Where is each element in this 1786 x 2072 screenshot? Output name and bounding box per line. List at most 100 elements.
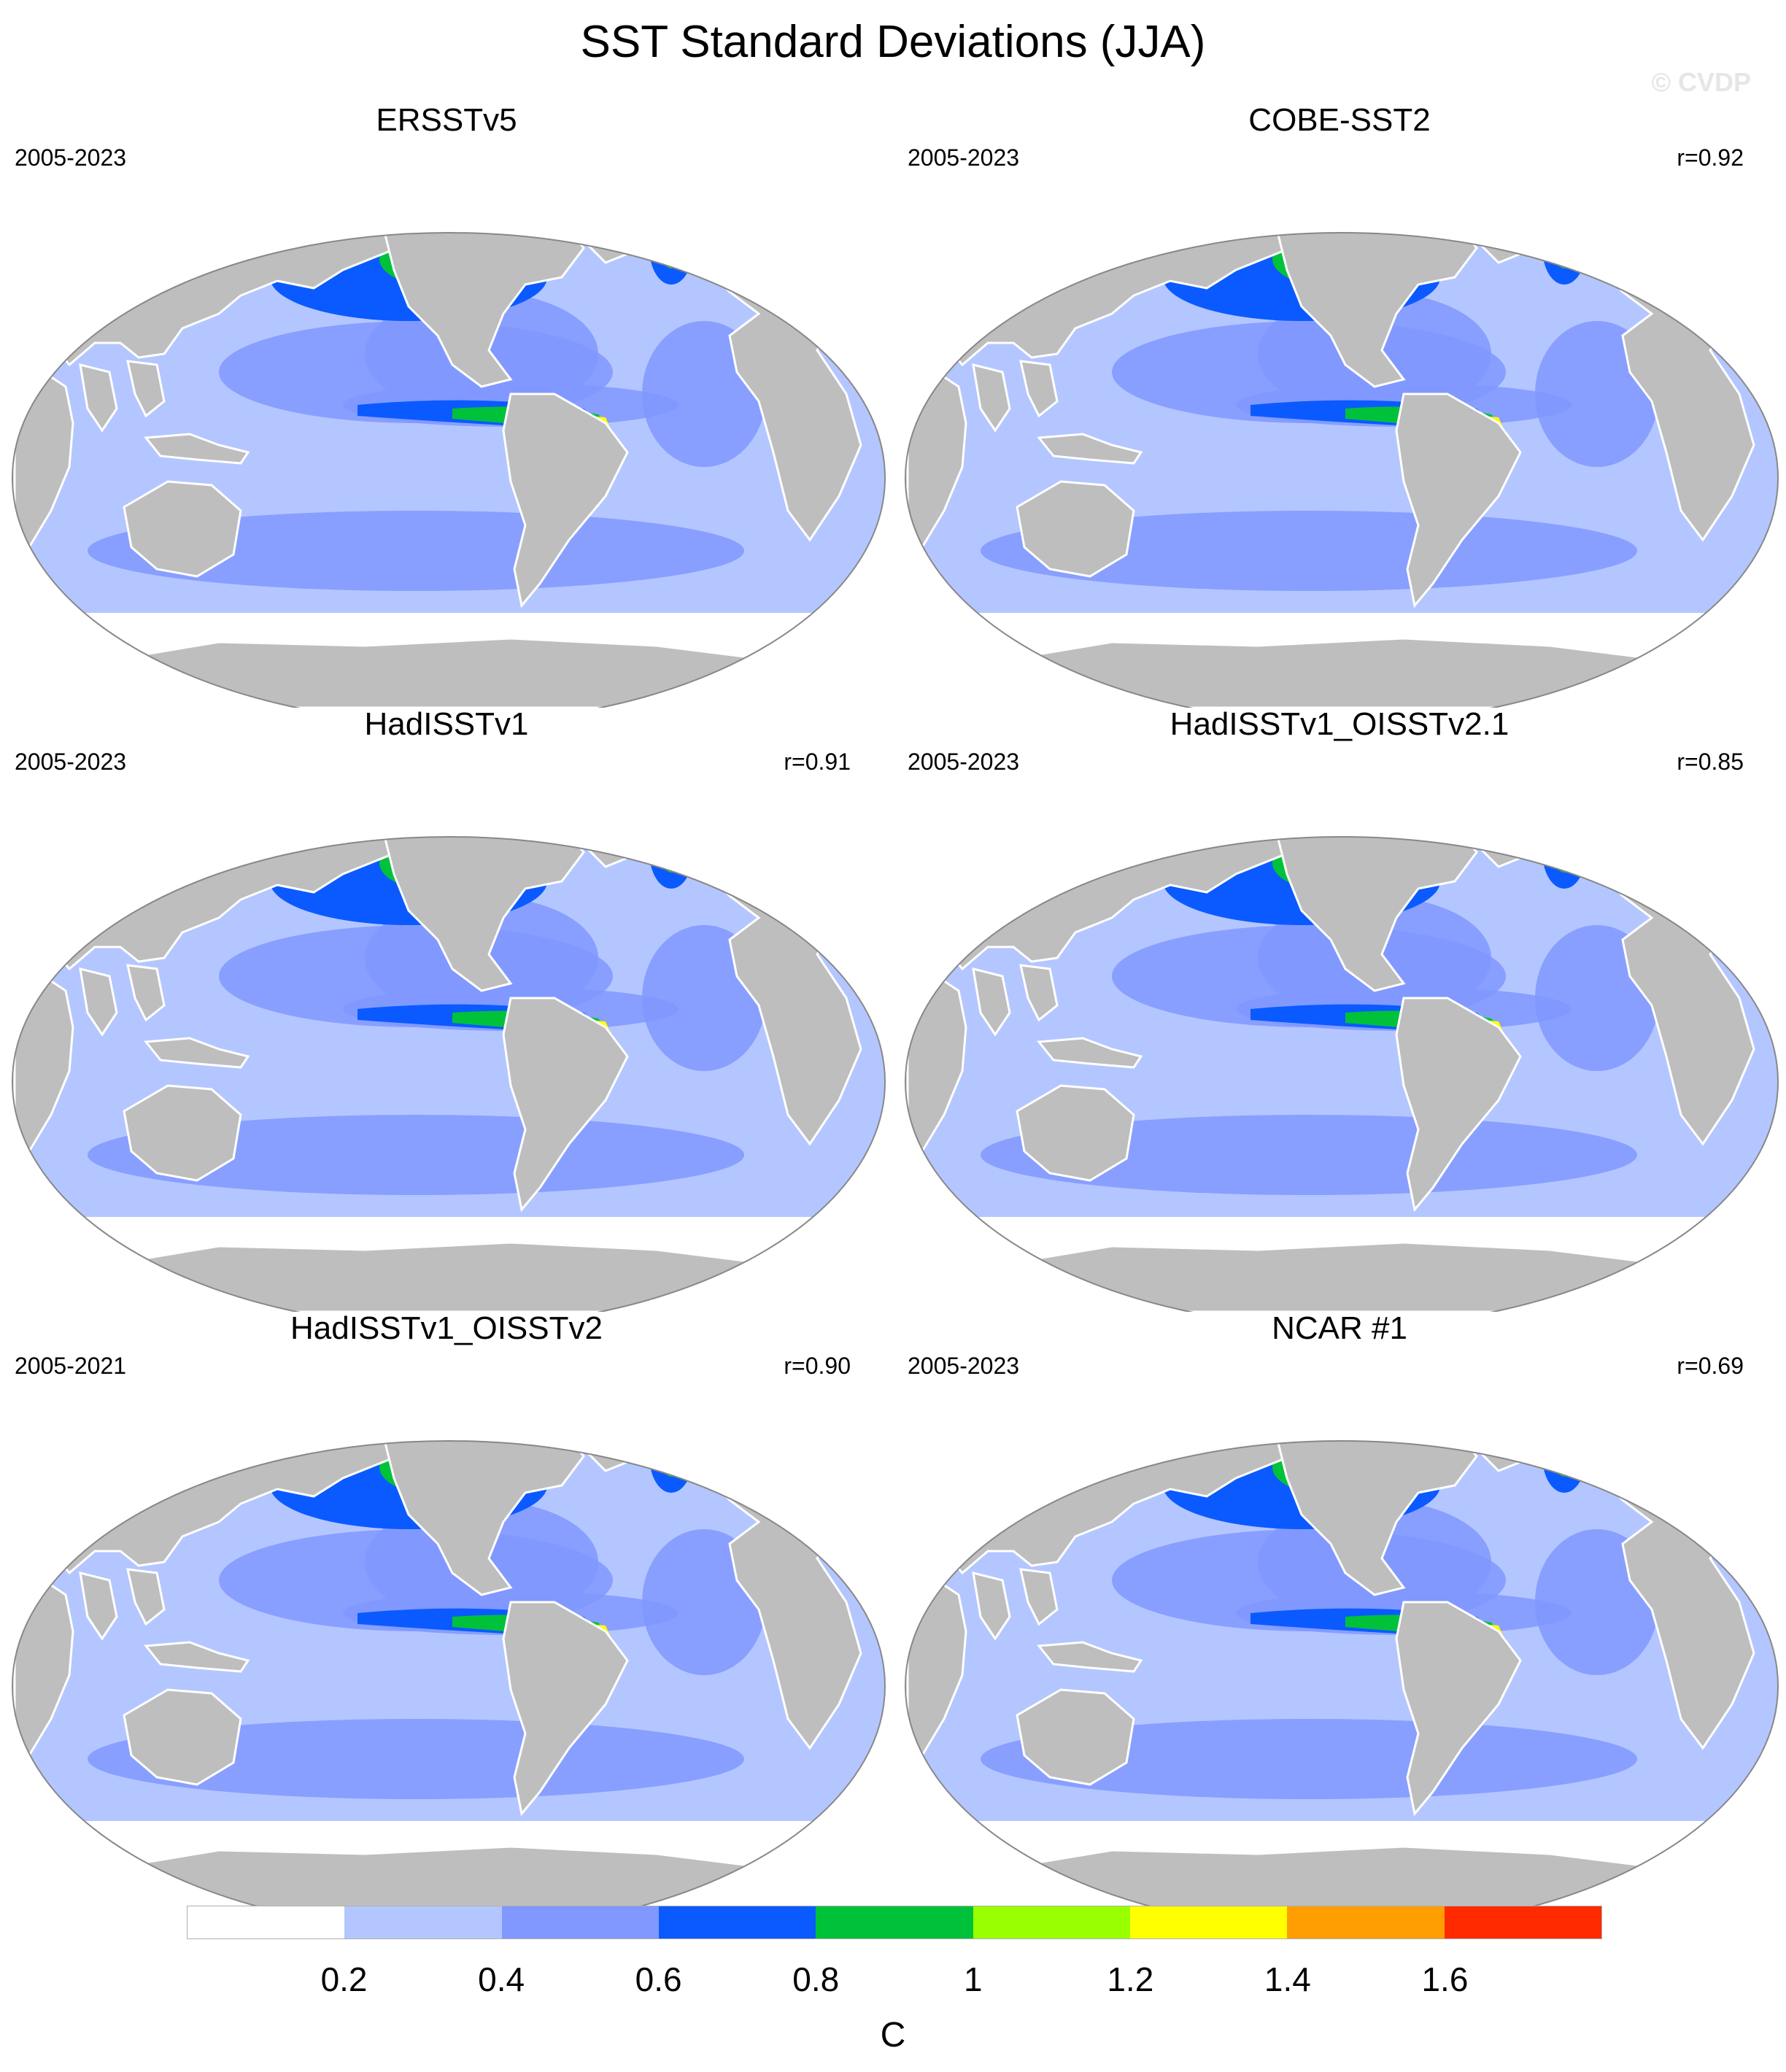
antarctica-landmass xyxy=(84,1241,806,1312)
colorbar-tick-label: 1 xyxy=(963,1960,983,1998)
indonesia-islands xyxy=(144,1641,250,1673)
arctic-marginal-variability xyxy=(1039,186,1331,204)
india-landmass xyxy=(79,363,118,433)
north-atlantic-peak xyxy=(1553,837,1575,873)
north-atlantic-peak xyxy=(1553,233,1575,268)
variability-region xyxy=(981,1115,1637,1195)
north-atlantic-peak xyxy=(660,1441,682,1477)
arctic-marginal-variability xyxy=(1039,1394,1331,1412)
north-atlantic-peak xyxy=(660,837,682,873)
north-atlantic-high-variability xyxy=(1542,1441,1586,1493)
panel-years: 2005-2023 xyxy=(15,749,127,775)
panel-title: HadISSTv1 xyxy=(364,706,529,742)
north-america-landmass xyxy=(378,1441,585,1596)
colorbar-tick-label: 0.8 xyxy=(792,1960,840,1998)
map-panel-hadisstv1-oisstv2: HadISSTv1_OISSTv2 2005-2021 r=0.90 xyxy=(0,1310,893,1916)
australia-landmass xyxy=(123,1084,242,1182)
panel-correlation: r=0.69 xyxy=(1677,1353,1744,1379)
north-america-landmass xyxy=(378,233,585,388)
india-landmass xyxy=(972,967,1011,1037)
antarctica-landmass xyxy=(84,637,806,708)
figure-title: SST Standard Deviations (JJA) xyxy=(580,17,1206,67)
panel-years: 2005-2023 xyxy=(908,1353,1020,1379)
panel-title: HadISSTv1_OISSTv2 xyxy=(290,1310,603,1346)
india-landmass xyxy=(972,1571,1011,1641)
indochina-landmass xyxy=(1019,360,1059,418)
colorbar-swatch xyxy=(973,1906,1130,1938)
south-america-landmass xyxy=(502,1601,629,1817)
india-landmass xyxy=(972,363,1011,433)
india-landmass xyxy=(79,1571,118,1641)
colorbar-swatch xyxy=(501,1906,659,1938)
map-content xyxy=(12,790,885,1312)
colorbar-swatch xyxy=(1444,1906,1601,1938)
australia-landmass xyxy=(1016,1688,1135,1786)
arctic-marginal-variability xyxy=(1039,790,1331,808)
colorbar-tick-label: 1.2 xyxy=(1107,1960,1154,1998)
panel-correlation: r=0.90 xyxy=(784,1353,851,1379)
map-panel-hadisstv1-oisstv2-1: HadISSTv1_OISSTv2.1 2005-2023 r=0.85 xyxy=(893,706,1786,1312)
arctic-marginal-variability xyxy=(146,186,438,204)
colorbar xyxy=(187,1906,1602,1939)
indonesia-islands xyxy=(144,1037,250,1069)
map-frame xyxy=(12,836,886,1312)
cvdp-watermark: © CVDP xyxy=(1651,67,1751,97)
colorbar-swatch xyxy=(1129,1906,1288,1938)
map-frame xyxy=(12,232,886,708)
indochina-landmass xyxy=(126,360,166,418)
panel-correlation: r=0.92 xyxy=(1677,144,1744,171)
colorbar-tick-label: 1.6 xyxy=(1421,1960,1469,1998)
map-frame xyxy=(905,232,1779,708)
north-atlantic-peak xyxy=(660,233,682,268)
antarctica-landmass xyxy=(977,1241,1699,1312)
colorbar-tick-label: 0.6 xyxy=(635,1960,682,1998)
colorbar-swatch xyxy=(658,1906,816,1938)
colorbar-swatch xyxy=(816,1906,973,1938)
north-atlantic-high-variability xyxy=(649,233,693,285)
colorbar-unit: C xyxy=(880,2016,906,2054)
antarctica-landmass xyxy=(977,1845,1699,1916)
world-map xyxy=(12,790,886,1312)
colorbar-swatch xyxy=(344,1906,502,1938)
panel-title: NCAR #1 xyxy=(1272,1310,1407,1346)
colorbar-tick-label: 0.2 xyxy=(320,1960,368,1998)
panel-title: COBE-SST2 xyxy=(1248,102,1431,138)
australia-landmass xyxy=(123,480,242,578)
south-america-landmass xyxy=(1395,393,1522,608)
australia-landmass xyxy=(1016,1084,1135,1182)
indonesia-islands xyxy=(1037,1037,1143,1069)
north-america-landmass xyxy=(1271,837,1478,992)
map-frame xyxy=(905,836,1779,1312)
north-america-landmass xyxy=(1271,233,1478,388)
indonesia-islands xyxy=(144,433,250,465)
indonesia-islands xyxy=(1037,1641,1143,1673)
world-map xyxy=(12,186,886,708)
south-america-landmass xyxy=(502,393,629,608)
map-content xyxy=(905,186,1778,708)
north-atlantic-high-variability xyxy=(1542,233,1586,285)
panel-years: 2005-2023 xyxy=(908,749,1020,775)
north-atlantic-high-variability xyxy=(649,837,693,889)
panel-years: 2005-2023 xyxy=(908,144,1020,171)
variability-region xyxy=(88,1115,744,1195)
antarctica-landmass xyxy=(84,1845,806,1916)
panel-years: 2005-2021 xyxy=(15,1353,127,1379)
variability-region xyxy=(981,1719,1637,1799)
map-panel-erssv5: ERSSTv5 2005-2023 xyxy=(0,102,893,708)
colorbar-swatch xyxy=(1287,1906,1445,1938)
north-atlantic-high-variability xyxy=(1542,837,1586,889)
map-frame xyxy=(905,1440,1779,1916)
colorbar-swatch xyxy=(188,1906,345,1938)
map-panel-cobe-sst2: COBE-SST2 2005-2023 r=0.92 xyxy=(893,102,1786,708)
arctic-marginal-variability xyxy=(146,790,438,808)
north-atlantic-peak xyxy=(1553,1441,1575,1477)
map-panel-hadisstv1: HadISSTv1 2005-2023 r=0.91 xyxy=(0,706,893,1312)
colorbar-tick-label: 0.4 xyxy=(478,1960,525,1998)
panel-title: HadISSTv1_OISSTv2.1 xyxy=(1170,706,1509,742)
map-content xyxy=(12,186,885,708)
indochina-landmass xyxy=(1019,964,1059,1022)
north-america-landmass xyxy=(1271,1441,1478,1596)
indochina-landmass xyxy=(1019,1568,1059,1626)
world-map xyxy=(905,186,1779,708)
world-map xyxy=(905,1394,1779,1916)
